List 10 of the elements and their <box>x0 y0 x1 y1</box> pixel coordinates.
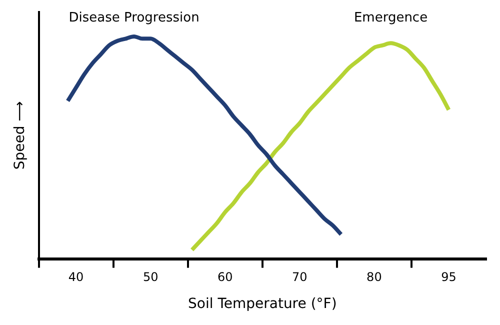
x-tick-label: 60 <box>217 270 233 284</box>
y-axis-title: Speed ⟶ <box>12 101 28 170</box>
series-label: Disease Progression <box>68 10 200 26</box>
series-label: Emergence <box>354 10 428 26</box>
x-axis-title: Soil Temperature (°F) <box>188 296 337 312</box>
x-tick-label: 95 <box>441 270 456 284</box>
x-tick-label: 50 <box>142 270 158 284</box>
x-tick-label: 40 <box>68 270 84 284</box>
x-tick-label: 80 <box>366 270 382 284</box>
x-tick-label: 70 <box>292 270 308 284</box>
